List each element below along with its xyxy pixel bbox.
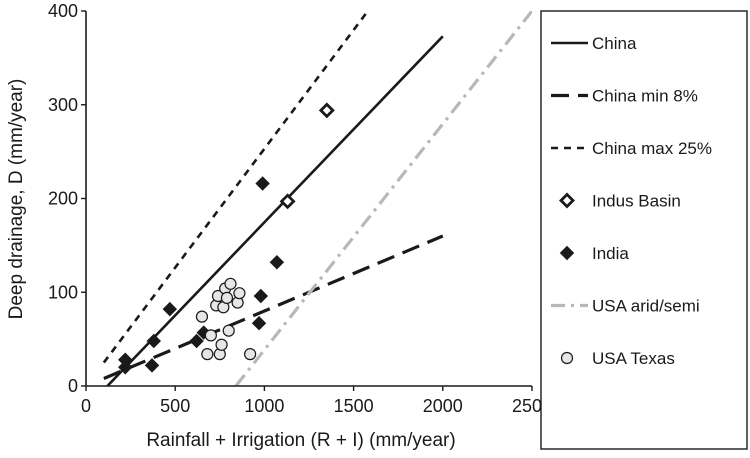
y-tick-label-1: 100 — [48, 282, 78, 302]
legend: China China min 8% China max 25% Indus Basi… — [540, 10, 748, 450]
legend-label-1: China min 8% — [592, 87, 698, 106]
y-tick-label-2: 200 — [48, 189, 78, 209]
data-point-6-13 — [233, 287, 246, 300]
legend-item-6: USA Texas — [560, 349, 675, 368]
data-point-6-11 — [224, 277, 237, 290]
legend-swatch-4 — [559, 245, 575, 261]
data-point-4-10 — [269, 255, 285, 270]
legend-item-4: India — [559, 244, 629, 263]
x-axis-title: Rainfall + Irrigation (R + I) (mm/year) — [146, 430, 455, 451]
data-point-6-10 — [222, 324, 235, 337]
x-tick-label-0: 0 — [81, 396, 91, 416]
legend-item-3: Indus Basin — [559, 192, 681, 211]
data-point-4-7 — [251, 315, 267, 331]
legend-swatch-3 — [559, 192, 575, 209]
legend-label-5: USA arid/semi — [592, 297, 700, 316]
x-tick-label-2: 1000 — [244, 396, 284, 416]
y-tick-label-4: 400 — [48, 1, 78, 21]
x-tick-label-3: 1500 — [334, 396, 374, 416]
data-point-6-0 — [195, 310, 209, 323]
legend-swatch-6 — [560, 351, 574, 365]
x-tick-label-4: 2000 — [423, 396, 463, 416]
data-point-6-14 — [244, 348, 257, 361]
legend-item-0: China — [551, 34, 637, 53]
y-axis-title: Deep drainage, D (mm/year) — [6, 79, 27, 320]
series-points-4 — [118, 176, 285, 375]
legend-label-2: China max 25% — [592, 139, 712, 158]
data-point-4-9 — [255, 176, 270, 191]
series-line-2 — [102, 11, 369, 364]
legend-item-2: China max 25% — [551, 139, 712, 158]
series-lines — [102, 11, 532, 386]
data-point-4-4 — [162, 301, 178, 317]
series-points-3 — [279, 102, 335, 210]
legend-item-5: USA arid/semi — [551, 297, 700, 316]
legend-label-6: USA Texas — [592, 349, 675, 368]
legend-label-4: India — [592, 244, 629, 263]
data-point-4-8 — [253, 288, 269, 304]
data-point-4-2 — [144, 358, 160, 373]
data-point-6-6 — [215, 338, 228, 351]
data-point-6-1 — [201, 348, 214, 361]
series-line-1 — [103, 234, 444, 380]
y-tick-label-3: 300 — [48, 95, 78, 115]
y-tick-label-0: 0 — [68, 376, 78, 396]
data-point-3-1 — [318, 102, 335, 119]
data-point-4-1 — [118, 352, 133, 367]
series-line-0 — [106, 35, 444, 386]
legend-item-1: China min 8% — [551, 87, 698, 106]
legend-label-0: China — [592, 34, 637, 53]
data-point-6-9 — [220, 291, 234, 304]
legend-box — [540, 10, 748, 450]
x-tick-label-1: 500 — [160, 396, 190, 416]
series-points-6 — [195, 277, 257, 361]
data-point-4-5 — [189, 333, 204, 349]
series-line-5 — [234, 11, 532, 386]
data-point-4-3 — [146, 333, 161, 349]
data-point-4-0 — [118, 360, 133, 375]
data-point-6-2 — [204, 329, 217, 342]
data-point-3-0 — [279, 193, 296, 210]
legend-label-3: Indus Basin — [592, 192, 681, 211]
